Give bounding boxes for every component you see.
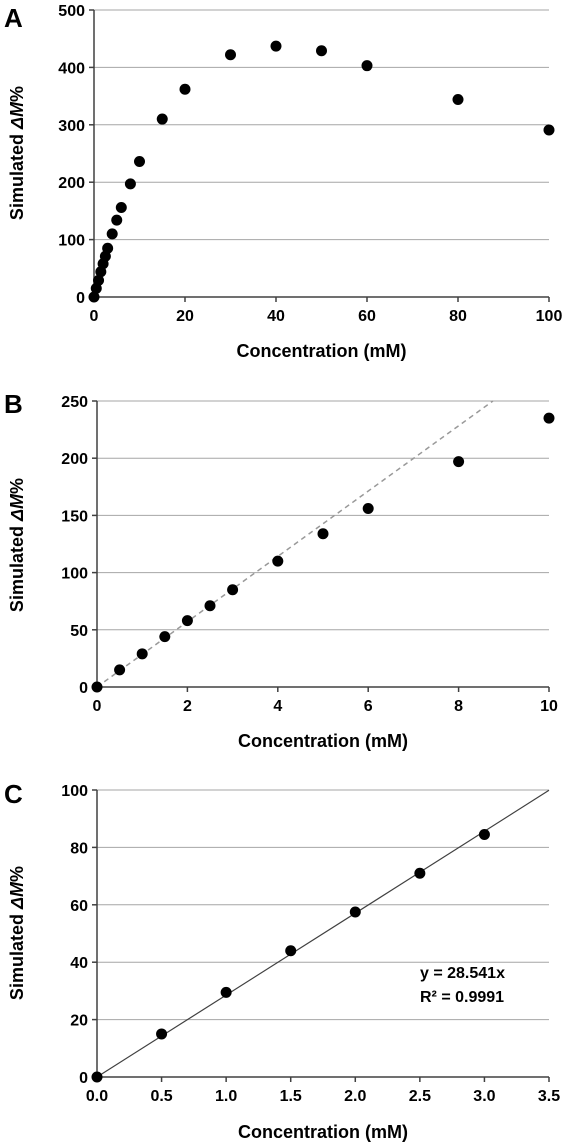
- x-tick-label: 0: [93, 698, 102, 715]
- y-axis-title-suffix: %: [7, 866, 27, 882]
- data-point: [453, 456, 465, 468]
- data-point: [317, 528, 329, 540]
- panel-label: C: [4, 779, 23, 809]
- y-tick-label: 100: [61, 566, 88, 583]
- y-tick-label: 200: [58, 175, 85, 192]
- data-point: [270, 40, 282, 52]
- r-squared-label: R² = 0.9991: [420, 989, 504, 1006]
- x-tick-label: 8: [454, 698, 463, 715]
- x-tick-label: 6: [364, 698, 373, 715]
- data-point: [102, 242, 114, 254]
- x-tick-label: 60: [358, 308, 376, 325]
- x-tick-label: 0.0: [86, 1088, 108, 1105]
- data-point: [159, 631, 171, 643]
- y-tick-label: 80: [70, 840, 88, 857]
- trendline: [96, 400, 494, 688]
- x-tick-label: 3.5: [538, 1088, 560, 1105]
- x-tick-label: 20: [176, 308, 194, 325]
- x-axis-title: Concentration (mM): [238, 1122, 408, 1142]
- data-point: [156, 1028, 168, 1040]
- y-axis-title-prefix: Simulated: [7, 129, 27, 220]
- data-point: [272, 555, 284, 567]
- panel-a: 0 100 200 300 400 500 0 20 40 60 80 100 Concentratio…: [4, 3, 562, 361]
- y-axis-title-prefix: Simulated: [7, 909, 27, 1000]
- data-point: [114, 664, 126, 676]
- data-point: [134, 156, 145, 168]
- data-point: [181, 615, 193, 627]
- y-axis-title-prefix: Simulated: [7, 521, 27, 612]
- y-axis-title-symbol: ΔM: [7, 881, 27, 910]
- x-tick-label: 1.5: [280, 1088, 302, 1105]
- data-point: [349, 906, 361, 918]
- y-tick-label: 150: [61, 508, 88, 525]
- x-tick-label: 100: [536, 308, 563, 325]
- x-tick-label: 0: [90, 308, 99, 325]
- data-point: [124, 178, 136, 190]
- x-tick-label: 40: [267, 308, 285, 325]
- y-tick-label: 100: [61, 783, 88, 800]
- data-point: [220, 986, 232, 998]
- x-tick-label: 2.0: [344, 1088, 366, 1105]
- y-tick-label: 200: [61, 451, 88, 468]
- data-point: [285, 945, 297, 957]
- data-point: [316, 45, 327, 57]
- y-tick-label: 50: [70, 623, 88, 640]
- y-tick-label: 400: [58, 60, 85, 77]
- data-point: [204, 600, 216, 612]
- data-point: [543, 412, 555, 424]
- y-tick-label: 100: [58, 233, 85, 250]
- data-point: [136, 648, 148, 660]
- data-point: [478, 828, 490, 840]
- data-point: [91, 1071, 103, 1083]
- x-tick-label: 2: [183, 698, 192, 715]
- y-axis-title: Simulated ΔM%: [7, 866, 27, 1000]
- data-point: [91, 681, 103, 693]
- data-point: [361, 60, 373, 72]
- y-axis-title-suffix: %: [7, 86, 27, 102]
- x-tick-label: 3.0: [473, 1088, 495, 1105]
- y-tick-label: 300: [58, 118, 85, 135]
- y-tick-label: 0: [79, 680, 88, 697]
- panel-b: 0 50 100 150 200 250 0 2 4 6 8 10 Concentration (mM)…: [4, 389, 558, 751]
- data-point: [414, 867, 426, 879]
- y-tick-label: 0: [79, 1070, 88, 1087]
- panel-c: 0 20 40 60 80 100 0.0 0.5 1.0 1.5 2.0 2.5 3.0 3.5 y = …: [4, 779, 560, 1142]
- data-point: [227, 584, 239, 596]
- data-point: [156, 113, 168, 125]
- data-point: [225, 49, 236, 61]
- y-tick-label: 0: [76, 290, 85, 307]
- data-point: [115, 201, 127, 213]
- y-axis-title-symbol: ΔM: [7, 101, 27, 130]
- data-point: [179, 83, 191, 95]
- trendline-equation: y = 28.541x: [420, 965, 505, 982]
- x-tick-label: 1.0: [215, 1088, 237, 1105]
- y-axis-title: Simulated ΔM%: [7, 478, 27, 612]
- data-point: [88, 291, 100, 303]
- x-axis-title: Concentration (mM): [237, 341, 407, 361]
- x-tick-label: 2.5: [409, 1088, 431, 1105]
- y-axis-title-suffix: %: [7, 478, 27, 494]
- y-tick-label: 60: [70, 898, 88, 915]
- x-tick-label: 4: [273, 698, 282, 715]
- panel-label: B: [4, 389, 23, 419]
- data-point: [362, 503, 374, 515]
- y-tick-label: 40: [70, 955, 88, 972]
- data-point: [111, 214, 123, 226]
- data-point: [93, 274, 105, 286]
- y-axis-title: Simulated ΔM%: [7, 86, 27, 220]
- x-axis-title: Concentration (mM): [238, 731, 408, 751]
- trendline: [96, 789, 550, 1078]
- x-tick-label: 0.5: [150, 1088, 172, 1105]
- panel-label: A: [4, 3, 23, 33]
- data-point: [452, 94, 464, 106]
- y-tick-label: 500: [58, 3, 85, 20]
- x-tick-label: 10: [540, 698, 558, 715]
- x-tick-label: 80: [449, 308, 467, 325]
- y-tick-label: 250: [61, 394, 88, 411]
- y-axis-title-symbol: ΔM: [7, 493, 27, 522]
- y-tick-label: 20: [70, 1013, 88, 1030]
- data-point: [543, 124, 555, 136]
- data-point: [106, 228, 118, 240]
